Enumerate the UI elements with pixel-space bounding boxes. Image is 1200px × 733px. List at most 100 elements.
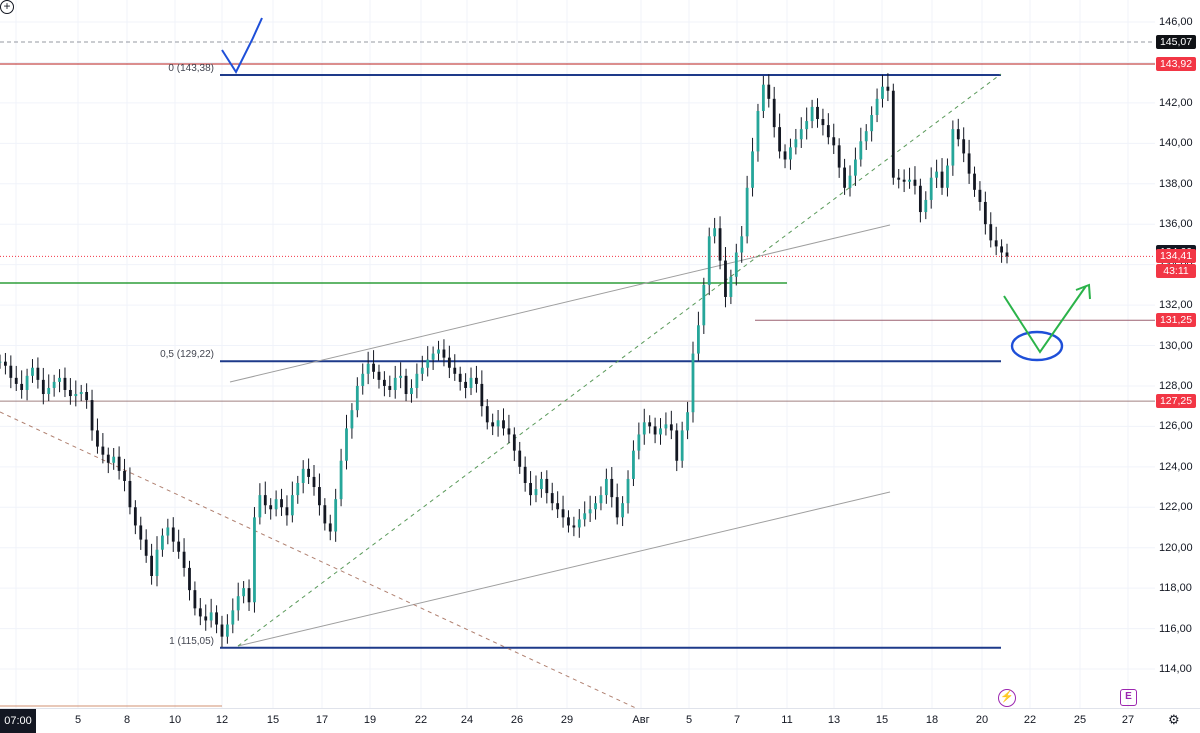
candle-body <box>843 167 846 188</box>
candle-body <box>615 497 619 518</box>
candle-body <box>556 503 560 510</box>
candle-body <box>361 373 365 386</box>
candle-body <box>929 177 933 200</box>
candle-body <box>962 139 966 154</box>
candle-body <box>372 363 375 372</box>
candle-body <box>328 523 332 532</box>
candle-body <box>778 127 782 152</box>
candle-body <box>20 383 24 390</box>
candle-body <box>280 499 283 508</box>
candle-body <box>659 428 662 435</box>
candle-body <box>220 624 224 637</box>
candle-body <box>697 325 700 354</box>
time-tick-label: 22 <box>1023 714 1037 726</box>
fib-label: 0 (143,38) <box>168 62 214 74</box>
candle-body <box>507 428 511 435</box>
candle-body <box>539 478 543 490</box>
green-arrow-head <box>1075 283 1091 300</box>
candle-body <box>90 400 94 431</box>
candle-body <box>529 482 532 496</box>
fib-label: 1 (115,05) <box>169 635 214 647</box>
candle-body <box>751 151 754 188</box>
earnings-icon[interactable]: E <box>1120 689 1137 706</box>
green-v-annotation <box>1003 285 1087 354</box>
candle-body <box>96 430 99 447</box>
candle-body <box>956 129 960 140</box>
candle-body <box>675 430 679 461</box>
candle-body <box>437 349 440 354</box>
candle-body <box>52 381 56 388</box>
candle-body <box>718 228 722 261</box>
candle-body <box>854 159 857 176</box>
candle-body <box>604 478 608 496</box>
candle-body <box>101 446 105 455</box>
candle-body <box>881 86 884 99</box>
check-mark-annotation <box>221 17 263 75</box>
candle-body <box>724 260 727 297</box>
time-axis[interactable]: 07:00 5 8 10 12 15 17 19 22 24 26 29 Авг 5 7 11 13 15 18 2… <box>0 708 1200 733</box>
candle-body <box>550 493 554 504</box>
candle-body <box>534 489 538 496</box>
time-tick-label: 5 <box>685 714 693 726</box>
candle-body <box>859 141 863 160</box>
candle-body <box>269 505 273 510</box>
candle-body <box>935 171 939 178</box>
gear-icon[interactable]: ⚙ <box>1168 712 1180 727</box>
price-tick-label: 118,00 <box>1159 582 1192 595</box>
candle-body <box>426 359 430 368</box>
time-tick-label: 11 <box>781 714 793 726</box>
candle-body <box>247 588 251 603</box>
candle-body <box>973 173 976 190</box>
candle-body <box>307 468 310 477</box>
price-tick-label: 120,00 <box>1159 541 1193 554</box>
candle-body <box>989 224 993 241</box>
candle-body <box>908 179 911 182</box>
price-tick-label: 138,00 <box>1159 177 1193 190</box>
candle-body <box>870 115 874 132</box>
candle-body <box>231 610 235 625</box>
candle-body <box>404 375 408 395</box>
candle-body <box>994 240 998 247</box>
lightning-icon[interactable]: ⚡ <box>998 689 1016 707</box>
candle-body <box>155 549 159 576</box>
candle-body <box>4 361 7 366</box>
candle-body <box>480 383 484 407</box>
candle-body <box>442 349 446 358</box>
circle-annotation <box>1010 330 1064 362</box>
candle-body <box>345 428 348 461</box>
candle-body <box>166 527 170 536</box>
candle-body <box>978 189 982 202</box>
candle-body <box>577 519 581 528</box>
candle-body <box>816 106 819 120</box>
candle-body <box>1000 246 1003 253</box>
price-tick-label: 126,00 <box>1159 420 1193 433</box>
candle-body <box>767 84 771 99</box>
price-chart-plot[interactable] <box>0 0 1155 708</box>
candle-body <box>794 139 798 148</box>
candle-body <box>258 495 262 518</box>
candle-body <box>318 487 321 506</box>
price-tick-label: 122,00 <box>1159 501 1193 514</box>
candle-body <box>209 612 213 621</box>
candle-body <box>567 517 570 526</box>
candle-body <box>821 119 825 126</box>
price-label: 145,07 <box>1156 35 1196 49</box>
candle-body <box>41 379 45 395</box>
candle-body <box>686 412 689 431</box>
candle-body <box>0 361 2 363</box>
time-tick-label: 5 <box>74 714 82 726</box>
candle-body <box>215 612 218 625</box>
price-axis[interactable]: 146,00144,00142,00140,00138,00136,00134,… <box>1155 0 1200 708</box>
candle-body <box>610 478 614 498</box>
time-tick-label: 10 <box>168 714 182 726</box>
candle-body <box>475 377 478 384</box>
candle-body <box>182 551 186 568</box>
price-tick-label: 116,00 <box>1159 622 1192 635</box>
price-tick-label: 132,00 <box>1159 299 1193 312</box>
candle-body <box>204 616 208 621</box>
candle-body <box>366 363 370 374</box>
candle-body <box>561 509 565 518</box>
candle-body <box>599 495 603 504</box>
plus-icon[interactable]: + <box>0 0 14 14</box>
